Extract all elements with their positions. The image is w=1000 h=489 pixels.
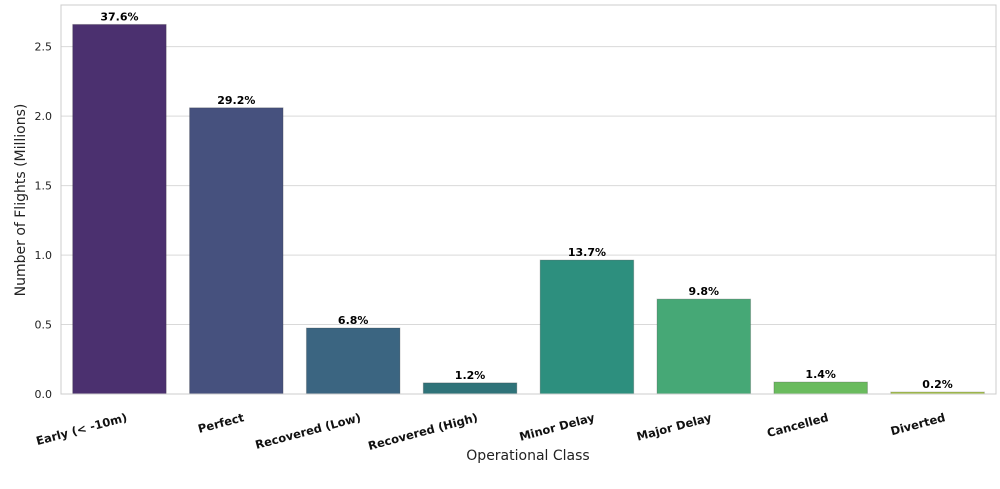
plot-frame <box>60 4 997 395</box>
x-tick-label: Early (< -10m) <box>35 410 129 448</box>
x-tick-label: Major Delay <box>635 410 713 444</box>
x-tick-label: Diverted <box>889 410 947 438</box>
bar <box>189 107 284 395</box>
bar <box>773 381 868 395</box>
bar <box>539 259 635 395</box>
y-tick-label: 2.5 <box>35 41 53 54</box>
data-label: 0.2% <box>922 378 953 391</box>
bars <box>72 23 985 395</box>
data-label: 1.2% <box>455 369 486 382</box>
data-label: 6.8% <box>338 314 369 327</box>
x-tick-label: Perfect <box>196 410 246 436</box>
y-tick-label: 2.0 <box>35 110 53 123</box>
data-labels: 37.6% 29.2% 6.8% 1.2% 13.7% 9.8% 1.4% 0.2% <box>100 10 952 391</box>
data-label: 9.8% <box>689 285 720 298</box>
bar <box>72 23 167 395</box>
y-tick-label: 1.0 <box>35 249 53 262</box>
bar <box>656 298 752 395</box>
data-label: 29.2% <box>217 94 255 107</box>
y-tick-label: 1.5 <box>35 180 53 193</box>
x-tick-label: Recovered (Low) <box>254 410 363 452</box>
x-tick-label: Cancelled <box>765 410 829 440</box>
bar <box>305 327 401 395</box>
x-tick-label: Minor Delay <box>518 410 597 444</box>
x-tick-label: Recovered (High) <box>367 410 480 453</box>
y-axis-label: Number of Flights (Millions) <box>13 104 29 297</box>
data-label: 13.7% <box>568 246 606 259</box>
data-label: 1.4% <box>805 368 836 381</box>
y-tick-label: 0.0 <box>35 388 53 401</box>
y-axis-ticks: 0.0 0.5 1.0 1.5 2.0 2.5 <box>35 41 53 401</box>
bar <box>422 382 518 395</box>
x-axis-ticks: Early (< -10m) Perfect Recovered (Low) Reco… <box>35 410 947 453</box>
y-tick-label: 0.5 <box>35 319 53 332</box>
x-axis-label: Operational Class <box>466 448 589 464</box>
data-label: 37.6% <box>100 10 138 23</box>
